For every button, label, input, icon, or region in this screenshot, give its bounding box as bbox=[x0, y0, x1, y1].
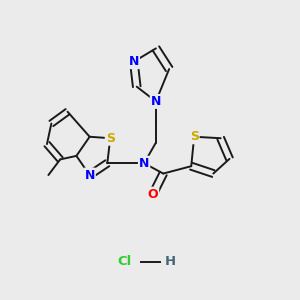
Text: O: O bbox=[148, 188, 158, 201]
Text: S: S bbox=[190, 130, 199, 143]
Text: S: S bbox=[106, 132, 115, 145]
Text: N: N bbox=[129, 55, 139, 68]
Text: N: N bbox=[139, 157, 149, 170]
Text: N: N bbox=[85, 169, 95, 182]
Text: N: N bbox=[151, 95, 161, 108]
Text: Cl: Cl bbox=[118, 255, 132, 268]
Text: H: H bbox=[165, 255, 176, 268]
